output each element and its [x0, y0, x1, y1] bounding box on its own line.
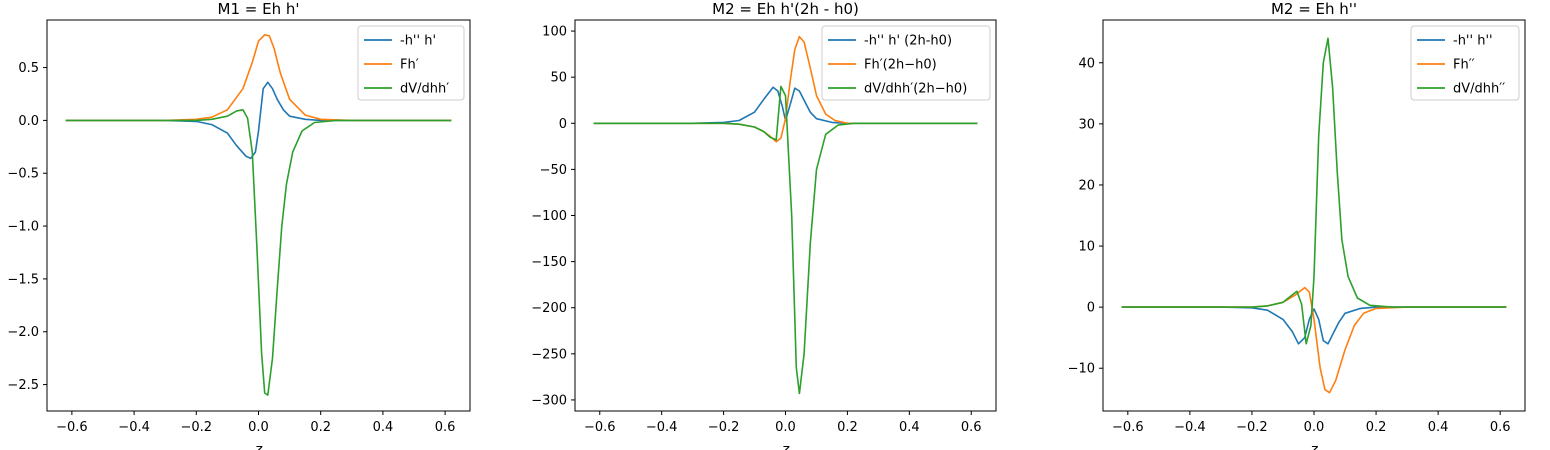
x-tick-label: −0.4: [646, 420, 678, 435]
chart-title: M2 = Eh h'': [1271, 0, 1357, 18]
y-tick-label: 0.0: [18, 114, 39, 129]
x-tick-label: −0.4: [118, 420, 150, 435]
chart-title: M1 = Eh h': [218, 0, 300, 18]
legend-label: dV/dhh′′: [1453, 82, 1505, 97]
legend-label: dV/dhh′: [400, 82, 449, 97]
series-line-1-3: [65, 109, 452, 396]
y-tick-label: 0: [1087, 301, 1095, 316]
y-tick-label: −0.5: [7, 167, 39, 182]
legend: -h'' h'' Fh′′ dV/dhh′′: [1410, 25, 1520, 101]
legend-label: -h'' h': [400, 34, 436, 49]
x-tick-label: −0.6: [1112, 420, 1144, 435]
y-tick-label: −2.0: [7, 325, 39, 340]
legend-box: [821, 25, 991, 101]
x-tick-label: 0.6: [961, 420, 982, 435]
y-tick-label: −200: [531, 301, 567, 316]
legend: -h'' h' Fh′ dV/dhh′: [357, 25, 465, 101]
series-line-3-1: [1121, 306, 1507, 345]
y-tick-label: 10: [1078, 240, 1095, 255]
x-tick-label: 0.2: [310, 420, 331, 435]
x-axis-label: z: [781, 442, 790, 450]
x-tick-label: 0.4: [1428, 420, 1449, 435]
x-tick-label: 0.0: [775, 420, 796, 435]
y-tick-label: −1.0: [7, 220, 39, 235]
series-line-1-1: [65, 81, 452, 160]
y-tick-label: −2.5: [7, 378, 39, 393]
legend-label: dV/dhh′(2h−h0): [864, 82, 967, 97]
series-line-2-1: [593, 86, 978, 125]
y-tick-label: 50: [550, 71, 567, 86]
y-tick-label: 20: [1078, 178, 1095, 193]
x-tick-label: −0.2: [1236, 420, 1268, 435]
chart-panel-1: −0.6 −0.4 −0.2 0.0 0.2 0.4 0.6 −2.5 −2.0 −1.5 −1.0…: [7, 0, 471, 450]
x-tick-label: −0.2: [708, 420, 740, 435]
chart-panel-3: −0.6 −0.4 −0.2 0.0 0.2 0.4 0.6 −10 0 10 20 30 40 M2 =…: [1068, 0, 1526, 450]
y-tick-label: −1.5: [7, 272, 39, 287]
x-tick-label: −0.2: [181, 420, 213, 435]
x-tick-label: −0.4: [1174, 420, 1206, 435]
chart-title: M2 = Eh h'(2h - h0): [712, 0, 859, 18]
y-tick-label: 100: [542, 25, 567, 40]
y-tick-label: 40: [1078, 56, 1095, 71]
x-tick-label: −0.6: [584, 420, 616, 435]
series-line-2-3: [593, 85, 978, 395]
y-tick-label: −10: [1068, 362, 1095, 377]
x-tick-label: 0.4: [373, 420, 394, 435]
y-tick-label: −50: [540, 163, 567, 178]
series-line-3-3: [1121, 37, 1507, 345]
x-tick-label: 0.2: [837, 420, 858, 435]
x-tick-label: 0.6: [1490, 420, 1511, 435]
x-tick-label: 0.6: [435, 420, 456, 435]
legend-label: Fh′′: [1453, 58, 1475, 73]
x-axis-label: z: [1309, 442, 1318, 450]
legend-label: Fh′(2h−h0): [864, 58, 937, 73]
series-line-3-2: [1121, 286, 1507, 394]
legend-label: Fh′: [400, 58, 419, 73]
x-tick-label: 0.4: [899, 420, 920, 435]
y-tick-label: 30: [1078, 117, 1095, 132]
y-tick-label: 0: [559, 117, 567, 132]
legend-label: -h'' h'': [1453, 34, 1493, 49]
y-tick-label: 0.5: [18, 61, 39, 76]
y-tick-label: −250: [531, 347, 567, 362]
chart-panel-2: −0.6 −0.4 −0.2 0.0 0.2 0.4 0.6 −300 −250 −200 −150…: [531, 0, 997, 450]
y-tick-label: −150: [531, 255, 567, 270]
legend-box: [357, 25, 465, 101]
y-tick-label: −100: [531, 209, 567, 224]
x-tick-label: 0.2: [1366, 420, 1387, 435]
y-tick-label: −300: [531, 393, 567, 408]
series-line-1-2: [65, 34, 452, 122]
legend-label: -h'' h' (2h-h0): [864, 34, 952, 49]
x-tick-label: 0.0: [248, 420, 269, 435]
x-tick-label: 0.0: [1304, 420, 1325, 435]
x-axis-label: z: [254, 442, 263, 450]
legend: -h'' h' (2h-h0) Fh′(2h−h0) dV/dhh′(2h−h0): [821, 25, 991, 101]
legend-box: [1410, 25, 1520, 101]
x-tick-label: −0.6: [56, 420, 88, 435]
